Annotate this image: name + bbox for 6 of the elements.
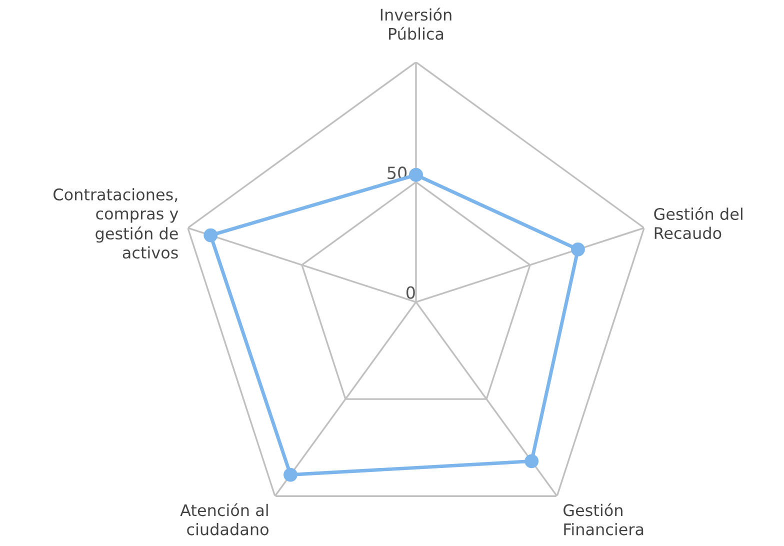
y-tick-label: 0 bbox=[406, 286, 415, 299]
spoke-label: Gestión Financiera bbox=[564, 503, 644, 536]
spoke-label: Inversión Pública bbox=[380, 8, 452, 40]
spoke-label: Atención al ciudadano bbox=[180, 503, 268, 536]
spoke-label: Gestión del Recaudo bbox=[654, 207, 742, 240]
spoke-label: Contrataciones, compras y gestión de activos bbox=[54, 188, 178, 259]
